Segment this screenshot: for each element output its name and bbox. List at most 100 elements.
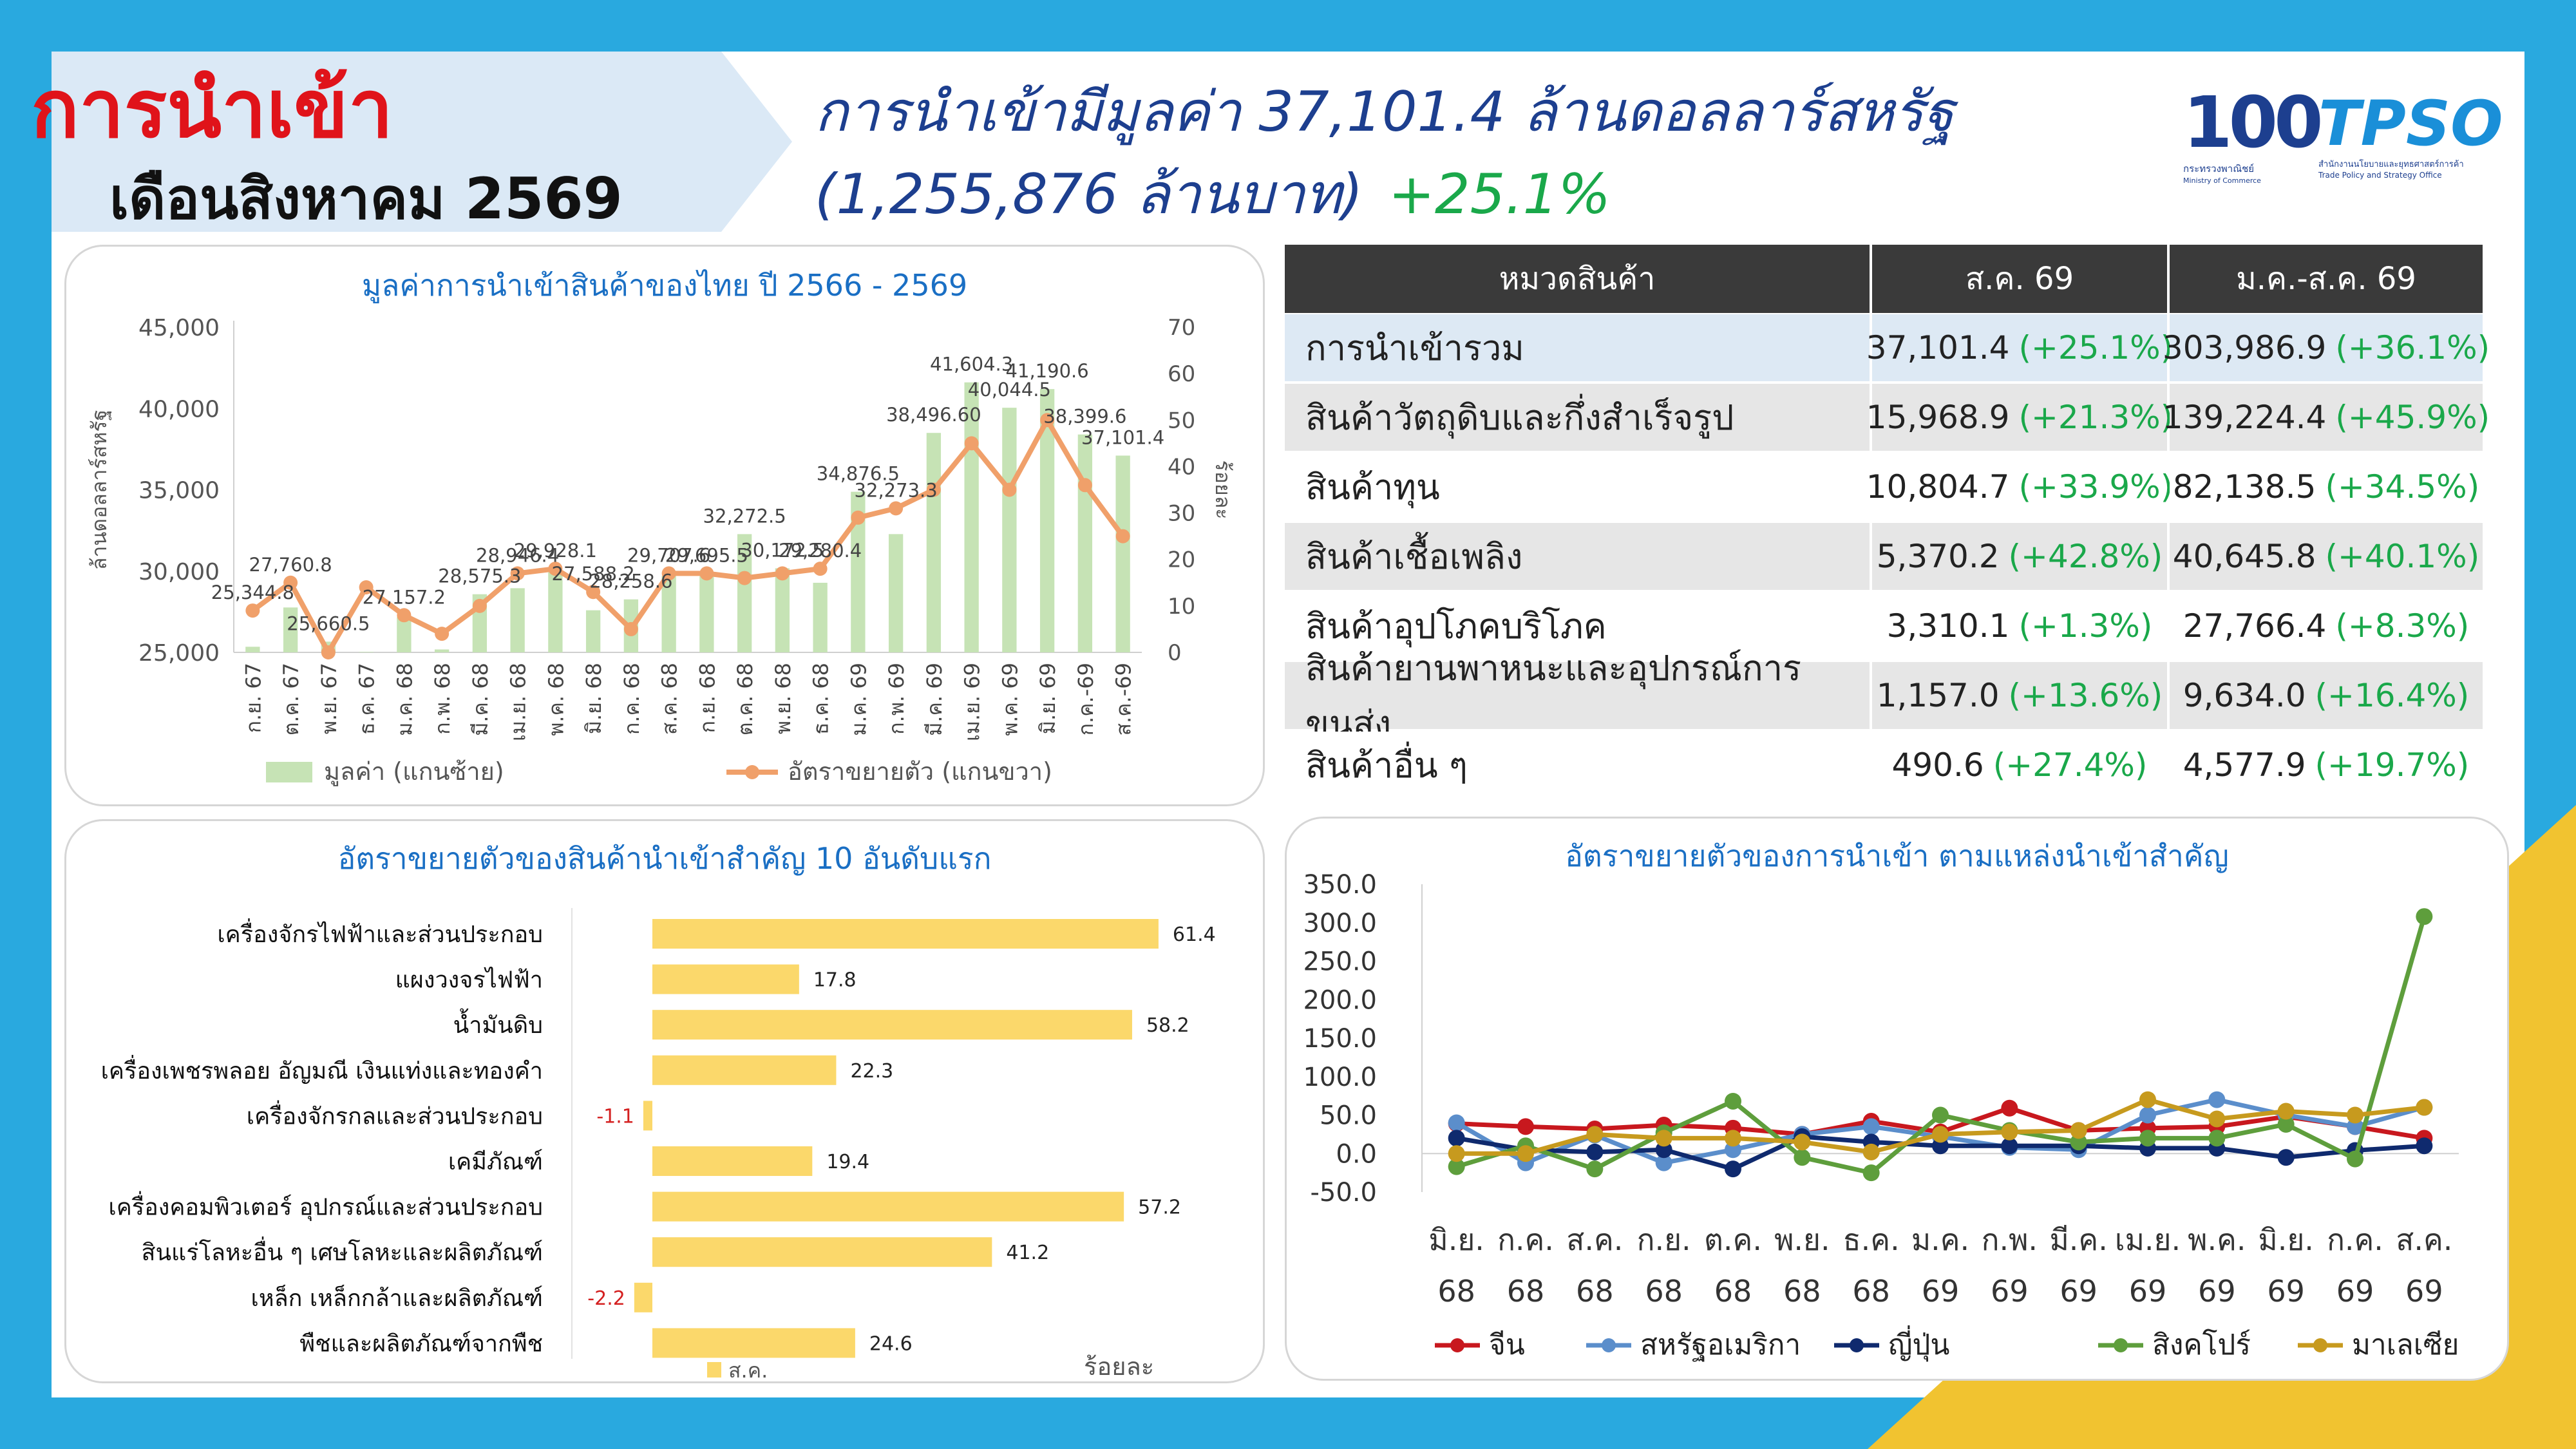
series-point bbox=[1448, 1114, 1465, 1132]
table-cell-v2: 40,645.8 (+40.1%) bbox=[2170, 523, 2483, 590]
growth-bar bbox=[652, 1055, 837, 1085]
table-pct: (+1.3%) bbox=[2018, 607, 2153, 645]
growth-point bbox=[397, 608, 412, 623]
category-label: สินแร่โลหะอื่น ๆ เศษโลหะและผลิตภัณฑ์ bbox=[141, 1236, 543, 1266]
table-pct: (+8.3%) bbox=[2335, 607, 2470, 645]
x-tick-label: มิ.ย. 69 bbox=[1036, 663, 1060, 734]
x-tick-label: เม.ย. 68 bbox=[506, 663, 531, 741]
value-bar bbox=[1077, 434, 1093, 652]
growth-bar bbox=[652, 964, 799, 994]
moc-logo-number: 100 bbox=[2183, 81, 2324, 164]
x-tick-month: มิ.ย. bbox=[1428, 1222, 1484, 1257]
bar-data-label: 61.4 bbox=[1173, 923, 1216, 946]
x-tick-month: ธ.ค. bbox=[1843, 1222, 1900, 1257]
table-row-name: สินค้าอื่น ๆ bbox=[1285, 732, 1870, 799]
headline-line-1: การนำเข้ามีมูลค่า 37,101.4 ล้านดอลลาร์สห… bbox=[815, 80, 1955, 144]
tpso-logo-text: TPSO bbox=[2318, 88, 2503, 160]
growth-point bbox=[623, 621, 638, 636]
series-point bbox=[1517, 1145, 1534, 1162]
table-row-name: การนำเข้ารวม bbox=[1285, 314, 1870, 381]
growth-point bbox=[510, 566, 525, 581]
page-subtitle: เดือนสิงหาคม 2569 bbox=[109, 166, 623, 232]
table-pct: (+42.8%) bbox=[2008, 538, 2163, 575]
y2-tick-label: 20 bbox=[1168, 547, 1195, 573]
value-data-label: 29,695.5 bbox=[665, 544, 748, 566]
series-point bbox=[1448, 1130, 1465, 1147]
legend-label-value: มูลค่า (แกนซ้าย) bbox=[324, 757, 504, 786]
value-data-label: 25,660.5 bbox=[287, 612, 370, 634]
growth-point bbox=[661, 566, 676, 581]
growth-bar bbox=[652, 1191, 1124, 1222]
x-tick-year: 68 bbox=[1645, 1274, 1683, 1309]
table-pct: (+13.6%) bbox=[2008, 677, 2163, 714]
growth-point bbox=[359, 580, 374, 594]
x-tick-year: 68 bbox=[1576, 1274, 1614, 1309]
table-pct: (+45.9%) bbox=[2335, 399, 2490, 436]
category-label: แผงวงจรไฟฟ้า bbox=[395, 967, 543, 994]
table-cell-v1: 10,804.7 (+33.9%) bbox=[1866, 453, 2173, 520]
y-tick-label: 200.0 bbox=[1303, 985, 1377, 1015]
x-tick-label: ก.ย. 67 bbox=[241, 663, 265, 733]
page-title: การนำเข้า bbox=[31, 63, 393, 156]
value-bar bbox=[926, 433, 942, 652]
x-tick-month: มี.ค. bbox=[2049, 1222, 2107, 1257]
bar-data-label: 24.6 bbox=[869, 1332, 913, 1355]
x-tick-month: ส.ค. bbox=[2396, 1222, 2452, 1257]
headline: การนำเข้ามีมูลค่า 37,101.4 ล้านดอลลาร์สห… bbox=[815, 71, 1955, 236]
table-value: 490.6 bbox=[1891, 746, 1984, 784]
growth-point bbox=[1040, 413, 1055, 428]
table-cell-v1: 490.6 (+27.4%) bbox=[1872, 732, 2167, 799]
y-tick-label: 45,000 bbox=[138, 315, 220, 341]
value-bar bbox=[585, 610, 601, 652]
y-tick-label: 250.0 bbox=[1303, 947, 1377, 977]
value-bar bbox=[661, 576, 676, 652]
bar-data-label: -2.2 bbox=[587, 1287, 625, 1310]
value-data-label: 40,044.5 bbox=[968, 379, 1051, 401]
table-row-name: สินค้ายานพาหนะและอุปกรณ์การขนส่ง bbox=[1285, 648, 1870, 744]
bar-data-label: 22.3 bbox=[850, 1060, 893, 1083]
series-point bbox=[1794, 1133, 1811, 1151]
growth-point bbox=[699, 566, 714, 581]
table-pct: (+25.1%) bbox=[2018, 329, 2174, 366]
y2-tick-label: 60 bbox=[1168, 361, 1195, 387]
value-data-label: 38,399.6 bbox=[1043, 406, 1126, 428]
table-value: 3,310.1 bbox=[1886, 607, 2010, 645]
y-tick-label: 300.0 bbox=[1303, 909, 1377, 938]
x-tick-month: ต.ค. bbox=[1704, 1222, 1762, 1257]
growth-point bbox=[586, 585, 601, 600]
y-tick-label: 150.0 bbox=[1303, 1024, 1377, 1054]
x-tick-year: 69 bbox=[2336, 1274, 2374, 1309]
bar-data-label: 58.2 bbox=[1146, 1014, 1189, 1037]
x-tick-month: ก.พ. bbox=[1982, 1222, 2038, 1257]
source-growth-card: อัตราขยายตัวของการนำเข้า ตามแหล่งนำเข้าส… bbox=[1285, 817, 2509, 1381]
table-pct: (+27.4%) bbox=[1993, 746, 2148, 784]
table-value: 40,645.8 bbox=[2172, 538, 2316, 575]
x-tick-year: 69 bbox=[1991, 1274, 2029, 1309]
series-point bbox=[2139, 1130, 2156, 1147]
bar-data-label: 19.4 bbox=[826, 1151, 869, 1173]
legend-label-growth: อัตราขยายตัว (แกนขวา) bbox=[788, 757, 1052, 786]
series-point bbox=[1725, 1092, 1741, 1110]
table-cell-v1: 37,101.4 (+25.1%) bbox=[1866, 314, 2173, 381]
y2-tick-label: 40 bbox=[1168, 454, 1195, 480]
growth-bar bbox=[634, 1282, 652, 1312]
series-point bbox=[2347, 1118, 2363, 1135]
table-value: 15,968.9 bbox=[1866, 399, 2010, 436]
growth-point bbox=[1077, 478, 1092, 493]
table-pct: (+19.7%) bbox=[2315, 746, 2470, 784]
x-tick-label: ก.ค.-69 bbox=[1074, 663, 1098, 735]
series-point bbox=[2208, 1110, 2226, 1128]
table-header-category: หมวดสินค้า bbox=[1285, 245, 1870, 313]
x-tick-month: ส.ค. bbox=[1566, 1222, 1623, 1257]
value-data-label: 32,273.3 bbox=[855, 479, 938, 501]
bar-data-label: 57.2 bbox=[1138, 1197, 1181, 1219]
series-point bbox=[2070, 1133, 2087, 1151]
table-value: 27,766.4 bbox=[2183, 607, 2327, 645]
y-tick-label: 100.0 bbox=[1303, 1063, 1377, 1092]
value-bar bbox=[245, 647, 260, 652]
series-point bbox=[2277, 1115, 2295, 1133]
x-tick-year: 69 bbox=[2405, 1274, 2443, 1309]
table-cell-v2: 82,138.5 (+34.5%) bbox=[2170, 453, 2483, 520]
x-tick-label: ม.ค. 68 bbox=[392, 663, 417, 736]
x-tick-label: พ.ค. 69 bbox=[998, 663, 1022, 736]
